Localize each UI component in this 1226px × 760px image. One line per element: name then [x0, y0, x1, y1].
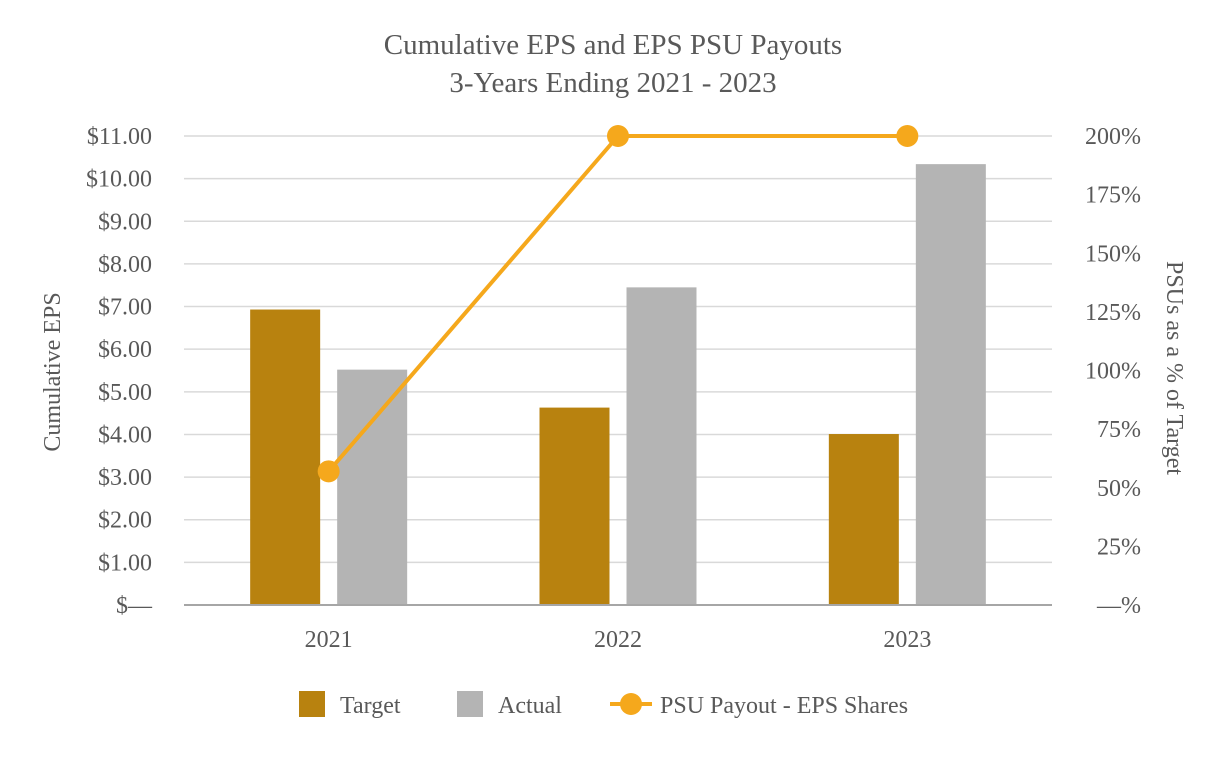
x-tick-label: 2023: [883, 627, 931, 653]
y-tick-label: $9.00: [98, 209, 152, 235]
legend-swatch-actual: [457, 691, 483, 717]
y2-tick-label: 75%: [1097, 417, 1141, 443]
y-tick-label: $1.00: [98, 550, 152, 576]
legend-label-payout: PSU Payout - EPS Shares: [660, 693, 908, 719]
y-tick-label: $8.00: [98, 252, 152, 278]
legend-marker-payout: [620, 693, 642, 715]
y2-tick-label: 150%: [1085, 241, 1141, 267]
bar-actual: [337, 369, 408, 605]
y2-tick-label: 175%: [1085, 183, 1141, 209]
y-tick-label: $10.00: [86, 167, 152, 193]
y-tick-label: $6.00: [98, 337, 152, 363]
y-tick-label: $4.00: [98, 422, 152, 448]
y-tick-label: $3.00: [98, 465, 152, 491]
y2-tick-label: —%: [1096, 593, 1141, 619]
y2-tick-label: 25%: [1097, 534, 1141, 560]
bar-actual: [915, 164, 986, 605]
legend-label-target: Target: [340, 693, 401, 719]
y-tick-label: $11.00: [87, 124, 152, 150]
chart-subtitle: 3-Years Ending 2021 - 2023: [449, 67, 776, 99]
bar-target: [539, 407, 610, 605]
y2-tick-label: 100%: [1085, 359, 1141, 385]
x-tick-label: 2021: [305, 627, 353, 653]
y2-axis-title: PSUs as a % of Target: [1161, 261, 1187, 475]
bar-target: [250, 309, 321, 605]
bars: [250, 164, 986, 605]
tick-labels: $— $1.00 $2.00 $3.00 $4.00 $5.00 $6.00 $7.00 $8.…: [86, 124, 1141, 653]
x-tick-label: 2022: [594, 627, 642, 653]
payout-point: [317, 460, 340, 483]
legend: Target Actual PSU Payout - EPS Shares: [299, 691, 908, 719]
legend-swatch-target: [299, 691, 325, 717]
y2-tick-label: 125%: [1085, 300, 1141, 326]
bar-target: [828, 434, 899, 605]
y-axis-title: Cumulative EPS: [40, 292, 66, 451]
bar-actual: [626, 287, 697, 605]
y2-tick-label: 50%: [1097, 476, 1141, 502]
y-tick-label: $7.00: [98, 295, 152, 321]
legend-label-actual: Actual: [498, 693, 562, 719]
payout-line: [317, 125, 919, 483]
chart-title: Cumulative EPS and EPS PSU Payouts: [384, 29, 842, 61]
y-tick-label: $—: [116, 593, 153, 619]
y-tick-label: $5.00: [98, 380, 152, 406]
payout-point: [607, 125, 629, 147]
y2-tick-label: 200%: [1085, 124, 1141, 150]
payout-line-path: [327, 134, 908, 473]
y-tick-label: $2.00: [98, 508, 152, 534]
payout-point: [896, 125, 919, 147]
